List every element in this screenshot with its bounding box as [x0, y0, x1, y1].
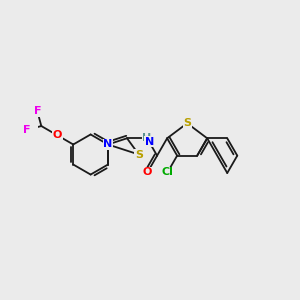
- Text: F: F: [34, 106, 41, 116]
- Text: S: S: [183, 118, 191, 128]
- Text: O: O: [143, 167, 152, 177]
- Text: N: N: [145, 137, 154, 147]
- Text: O: O: [52, 130, 62, 140]
- Text: N: N: [103, 140, 112, 149]
- Text: S: S: [135, 149, 143, 160]
- Text: H: H: [142, 133, 152, 143]
- Text: F: F: [22, 125, 30, 135]
- Text: Cl: Cl: [162, 167, 174, 177]
